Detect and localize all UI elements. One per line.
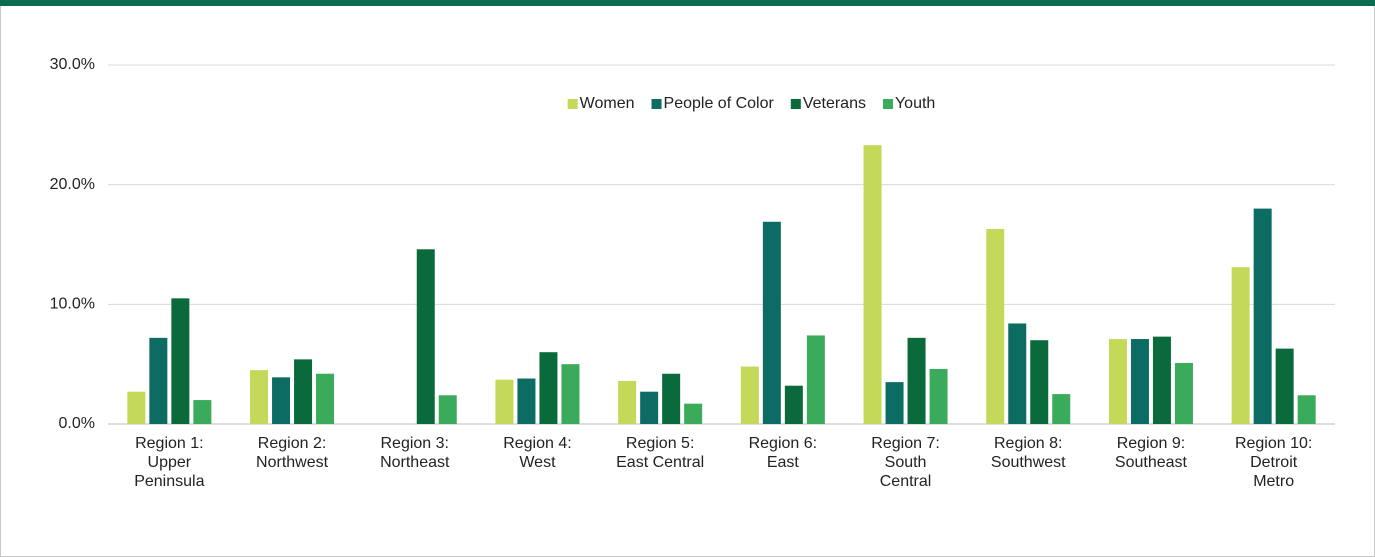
- y-tick-label: 20.0%: [50, 176, 95, 193]
- legend-label: Veterans: [803, 95, 866, 112]
- bar: [1275, 348, 1294, 424]
- bar: [127, 391, 146, 424]
- x-tick-label: Region 6: East: [749, 435, 818, 471]
- legend-label: Women: [580, 95, 635, 112]
- bar: [684, 403, 703, 424]
- legend-marker: [790, 99, 801, 109]
- legend-marker: [567, 99, 578, 109]
- x-tick-line: Region 3:: [381, 435, 450, 452]
- x-tick-line: Peninsula: [134, 473, 204, 490]
- x-tick-line: Region 9:: [1117, 435, 1186, 452]
- bar: [1297, 395, 1316, 424]
- bar: [1030, 340, 1049, 424]
- legend-label: People of Color: [664, 95, 775, 112]
- x-tick-line: Region 4:: [503, 435, 572, 452]
- bar: [294, 359, 313, 424]
- bar: [1052, 394, 1071, 424]
- bar: [1231, 267, 1250, 424]
- x-tick-label: Region 1: Upper Peninsula: [134, 435, 204, 490]
- x-tick-line: East Central: [616, 454, 704, 471]
- x-tick-label: Region 8: Southwest: [991, 435, 1066, 471]
- x-tick-line: Region 8:: [994, 435, 1063, 452]
- legend-marker: [882, 99, 893, 109]
- bar: [1152, 336, 1171, 424]
- top-band: [0, 0, 1375, 6]
- bar: [1174, 362, 1193, 424]
- x-tick-line: West: [519, 454, 556, 471]
- x-tick-line: Region 1:: [135, 435, 204, 452]
- x-tick-line: Region 6:: [749, 435, 818, 452]
- bar: [250, 370, 269, 424]
- bar: [885, 382, 904, 424]
- legend-marker: [651, 99, 662, 109]
- x-tick-label: Region 10: Detroit Metro: [1235, 435, 1312, 490]
- bar: [495, 379, 514, 424]
- bar: [1130, 339, 1149, 424]
- x-tick-label: Region 4: West: [503, 435, 572, 471]
- x-tick-line: Northwest: [256, 454, 329, 471]
- bar: [1253, 208, 1272, 424]
- bar: [171, 298, 190, 424]
- bar: [762, 221, 781, 424]
- x-tick-line: Metro: [1253, 473, 1294, 490]
- bar: [438, 395, 457, 424]
- bar: [662, 373, 681, 424]
- x-tick-label: Region 2: Northwest: [256, 435, 329, 471]
- bar: [640, 391, 659, 424]
- bar: [272, 377, 291, 424]
- x-tick-line: Region 7:: [871, 435, 940, 452]
- bar: [149, 337, 168, 424]
- bar: [986, 228, 1005, 424]
- x-tick-line: Upper: [148, 454, 192, 471]
- bar: [740, 366, 759, 424]
- legend-label: Youth: [895, 95, 935, 112]
- bar: [1108, 339, 1127, 424]
- y-tick-label: 0.0%: [59, 415, 95, 432]
- bar: [416, 249, 435, 424]
- bar: [539, 352, 558, 424]
- x-tick-line: Detroit: [1250, 454, 1298, 471]
- bar: [1008, 323, 1027, 424]
- x-tick-line: Region 10:: [1235, 435, 1312, 452]
- bar: [907, 337, 926, 424]
- y-tick-label: 10.0%: [50, 296, 95, 313]
- bar: [316, 373, 335, 424]
- x-tick-line: Central: [880, 473, 932, 490]
- bar: [193, 400, 212, 424]
- bar: [863, 145, 882, 424]
- bar: [929, 368, 948, 424]
- bar: [806, 335, 825, 424]
- x-tick-line: East: [767, 454, 800, 471]
- legend: Women People of Color Veterans Youth: [567, 95, 935, 112]
- x-tick-label: Region 7: South Central: [871, 435, 940, 490]
- bar: [784, 385, 803, 424]
- x-tick-line: Region 5:: [626, 435, 695, 452]
- x-tick-line: South: [885, 454, 927, 471]
- x-tick-line: Southeast: [1115, 454, 1188, 471]
- bar: [517, 378, 536, 424]
- x-tick-line: Southwest: [991, 454, 1066, 471]
- bar: [618, 380, 637, 424]
- x-tick-label: Region 9: Southeast: [1115, 435, 1188, 471]
- x-tick-label: Region 5: East Central: [616, 435, 704, 471]
- x-tick-label: Region 3: Northeast: [380, 435, 450, 471]
- x-tick-line: Northeast: [380, 454, 450, 471]
- y-tick-label: 30.0%: [50, 56, 95, 73]
- x-tick-line: Region 2:: [258, 435, 327, 452]
- bar: [561, 364, 580, 424]
